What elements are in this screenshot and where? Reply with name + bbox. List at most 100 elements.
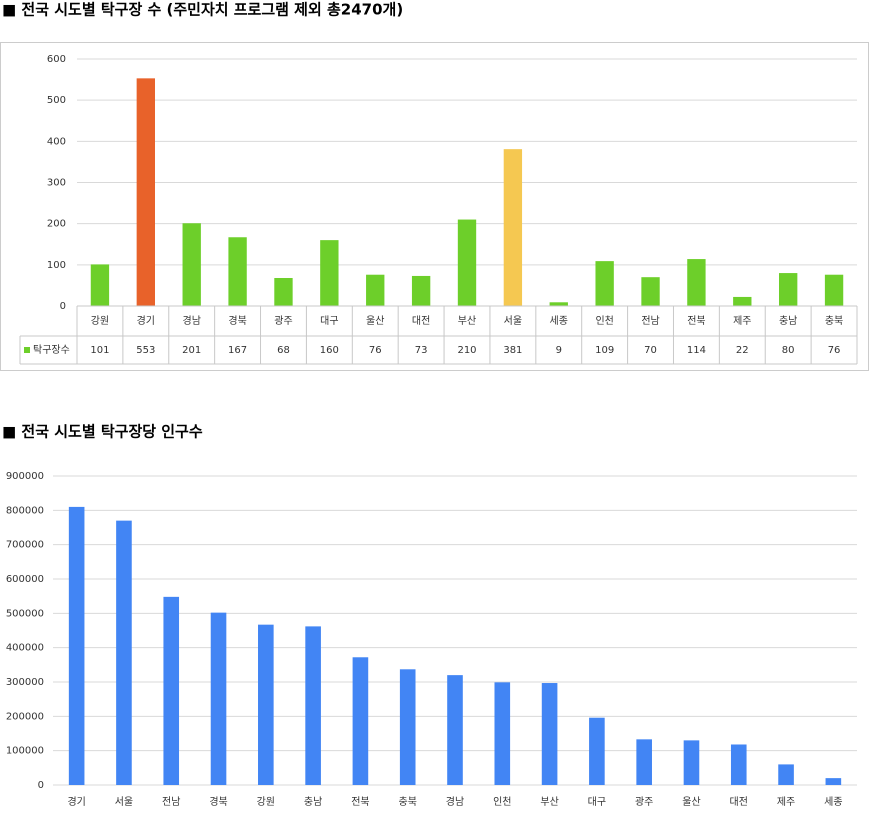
data-table-value: 201: [182, 345, 201, 356]
data-table-value: 80: [782, 345, 795, 356]
x-tick-label: 경북: [209, 795, 227, 808]
data-table-value: 73: [415, 345, 428, 356]
x-tick-label: 전남: [162, 796, 180, 808]
bar: [352, 657, 369, 785]
bar: [228, 237, 247, 306]
y-tick-label: 400000: [6, 643, 44, 654]
chart-title: ■ 전국 시도별 탁구장 수 (주민자치 프로그램 제외 총2470개): [2, 1, 403, 19]
bar: [825, 778, 842, 785]
x-tick-label: 충북: [825, 315, 843, 327]
bar: [641, 277, 660, 306]
x-tick-label: 대전: [730, 796, 748, 808]
x-tick-label: 서울: [115, 796, 133, 808]
x-tick-label: 부산: [458, 315, 476, 327]
bar: [90, 264, 110, 306]
bar: [730, 744, 747, 785]
bar: [399, 669, 416, 785]
bar: [366, 274, 385, 306]
bar: [541, 683, 558, 785]
x-tick-label: 전남: [641, 315, 659, 327]
x-tick-label: 경남: [446, 795, 464, 808]
x-tick-label: 전북: [351, 796, 369, 808]
x-tick-label: 세종: [824, 796, 842, 808]
x-tick-label: 제주: [733, 315, 751, 327]
x-tick-label: 충남: [779, 315, 797, 327]
bar: [305, 626, 321, 785]
bar: [258, 624, 274, 785]
y-tick-label: 0: [60, 301, 66, 312]
y-tick-label: 700000: [6, 540, 44, 551]
data-table-value: 109: [595, 345, 614, 356]
x-tick-label: 울산: [682, 796, 700, 808]
x-tick-label: 울산: [366, 315, 384, 327]
data-table-value: 167: [228, 345, 247, 356]
data-table-value: 381: [503, 345, 522, 356]
x-tick-label: 인천: [595, 315, 613, 327]
bar: [549, 302, 568, 306]
y-tick-label: 800000: [6, 505, 44, 516]
bar: [163, 596, 180, 785]
x-tick-label: 충북: [399, 796, 417, 808]
data-table-value: 70: [644, 345, 657, 356]
bar: [779, 273, 798, 306]
bar: [116, 520, 132, 785]
data-table-value: 114: [687, 345, 706, 356]
x-tick-label: 세종: [550, 315, 568, 327]
y-tick-label: 0: [38, 780, 44, 791]
data-table-value: 76: [828, 345, 841, 356]
x-tick-label: 인천: [493, 796, 511, 808]
x-tick-label: 경기: [137, 314, 155, 327]
y-tick-label: 400: [47, 136, 66, 147]
x-tick-label: 서울: [504, 315, 522, 327]
bar: [136, 78, 155, 307]
bar: [320, 240, 339, 306]
y-tick-label: 200000: [6, 711, 44, 722]
bar: [274, 278, 293, 306]
y-tick-label: 300000: [6, 677, 44, 688]
bar: [733, 296, 752, 306]
bar: [683, 740, 700, 785]
x-tick-label: 대구: [320, 315, 338, 327]
bar: [589, 717, 605, 785]
bar: [68, 506, 85, 785]
data-table-value: 9: [556, 345, 562, 356]
data-table-value: 553: [136, 345, 155, 356]
x-tick-label: 충남: [304, 796, 322, 808]
data-table-value: 210: [457, 345, 476, 356]
x-tick-label: 대구: [588, 796, 606, 808]
x-tick-label: 강원: [257, 796, 275, 808]
bar: [457, 219, 477, 306]
bar: [687, 259, 706, 306]
x-tick-label: 경남: [183, 314, 201, 327]
x-tick-label: 경북: [228, 314, 246, 327]
x-tick-label: 광주: [274, 315, 292, 327]
x-tick-label: 전북: [687, 315, 705, 327]
y-tick-label: 500: [47, 95, 66, 106]
x-tick-label: 강원: [91, 315, 109, 327]
legend-label: 탁구장수: [33, 344, 70, 356]
data-table-value: 160: [320, 345, 339, 356]
data-table-value: 22: [736, 345, 749, 356]
y-tick-label: 900000: [6, 471, 44, 482]
x-tick-label: 제주: [777, 796, 795, 808]
y-tick-label: 300: [47, 178, 66, 189]
bar: [182, 223, 201, 306]
x-tick-label: 부산: [540, 796, 558, 808]
y-tick-label: 600: [47, 54, 66, 65]
x-tick-label: 대전: [412, 315, 430, 327]
chart-title: ■ 전국 시도별 탁구장당 인구수: [2, 423, 203, 441]
bar: [595, 261, 614, 306]
legend-swatch: [24, 347, 30, 353]
bar: [411, 275, 431, 306]
x-tick-label: 광주: [635, 796, 653, 808]
data-table-value: 68: [277, 345, 290, 356]
bar: [824, 274, 844, 306]
bar: [447, 675, 463, 785]
data-table-value: 76: [369, 345, 382, 356]
y-tick-label: 200: [47, 219, 66, 230]
bar: [503, 149, 523, 306]
bar: [210, 612, 227, 785]
x-tick-label: 경기: [67, 795, 85, 808]
bar: [494, 682, 511, 785]
